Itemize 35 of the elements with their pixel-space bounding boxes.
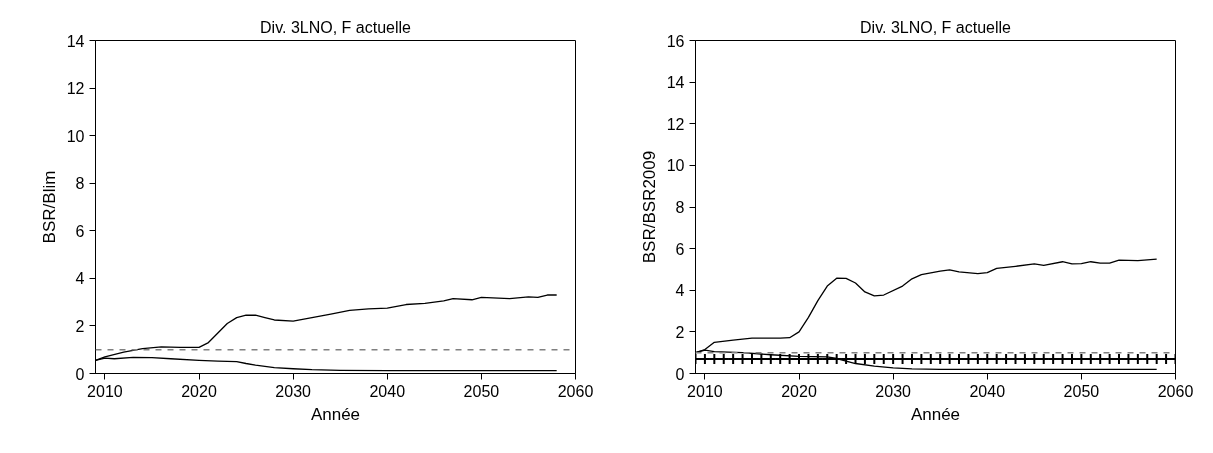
y-tick-label: 12	[66, 80, 85, 98]
y-tick-label: 10	[66, 127, 85, 145]
y-tick-label: 6	[675, 240, 685, 258]
y-axis-title: BSR/BSR2009	[639, 150, 659, 264]
x-tick-label: 2010	[87, 382, 123, 400]
y-tick-label: 10	[666, 157, 685, 175]
x-tick-label: 2030	[875, 382, 912, 400]
x-axis-title: Année	[310, 404, 361, 424]
x-tick-label: 2050	[1063, 382, 1100, 400]
chart-title: Div. 3LNO, F actuelle	[260, 18, 412, 36]
x-tick-label: 2030	[275, 382, 312, 400]
y-tick-label: 2	[75, 317, 85, 335]
y-tick-label: 14	[666, 74, 685, 92]
y-axis-title: BSR/Blim	[39, 170, 59, 244]
y-tick-label: 16	[666, 32, 685, 50]
x-tick-label: 2020	[181, 382, 217, 400]
y-tick-label: 2	[675, 323, 685, 341]
x-tick-label: 2060	[1157, 382, 1194, 400]
x-tick-label: 2060	[557, 382, 594, 400]
y-tick-label: 14	[66, 32, 85, 50]
y-tick-label: 8	[675, 199, 685, 216]
y-tick-label: 4	[75, 270, 85, 288]
y-tick-label: 0	[75, 365, 85, 383]
y-tick-label: 4	[675, 282, 685, 300]
x-tick-label: 2020	[781, 382, 817, 400]
y-tick-label: 0	[675, 365, 685, 383]
x-tick-label: 2010	[687, 382, 723, 400]
chart-title: Div. 3LNO, F actuelle	[860, 18, 1012, 36]
x-tick-label: 2040	[969, 382, 1006, 400]
y-tick-label: 12	[666, 115, 685, 133]
x-tick-label: 2050	[463, 382, 500, 400]
x-tick-label: 2040	[369, 382, 406, 400]
y-tick-label: 8	[75, 175, 85, 193]
y-tick-label: 6	[75, 222, 85, 240]
x-axis-title: Année	[910, 404, 961, 424]
